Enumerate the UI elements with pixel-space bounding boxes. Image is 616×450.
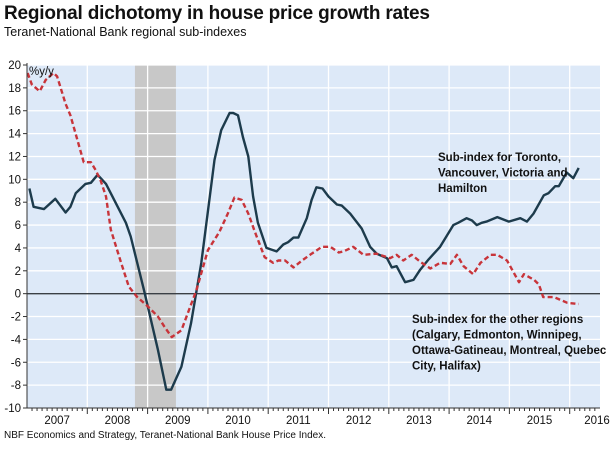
x-tick-label: 2009 bbox=[165, 415, 191, 427]
series-annotation: City, Halifax) bbox=[412, 361, 481, 373]
y-tick-label: -10 bbox=[4, 403, 21, 415]
y-tick-label: 2 bbox=[15, 266, 21, 278]
series-annotation: (Calgary, Edmonton, Winnipeg, bbox=[412, 330, 582, 342]
series-annotation: Sub-index for Toronto, bbox=[438, 152, 561, 164]
y-tick-label: 18 bbox=[8, 83, 21, 95]
series-annotation: Hamilton bbox=[438, 183, 487, 195]
x-tick-label: 2015 bbox=[527, 415, 553, 427]
x-tick-label: 2010 bbox=[225, 415, 251, 427]
y-tick-label: -2 bbox=[11, 312, 21, 324]
y-tick-label: 14 bbox=[8, 129, 21, 141]
x-tick-label: 2012 bbox=[346, 415, 372, 427]
x-tick-label: 2011 bbox=[286, 415, 311, 427]
plot-background bbox=[27, 65, 600, 408]
y-tick-label: -4 bbox=[11, 334, 22, 346]
x-tick-label: 2007 bbox=[44, 415, 70, 427]
chart-subtitle: Teranet-National Bank regional sub-index… bbox=[4, 25, 247, 39]
x-tick-label: 2014 bbox=[466, 415, 492, 427]
x-tick-label: 2008 bbox=[105, 415, 131, 427]
series-line-toronto-vancouver bbox=[28, 111, 580, 391]
series-annotation: Vancouver, Victoria and bbox=[438, 168, 568, 180]
y-tick-label: -8 bbox=[11, 380, 21, 392]
y-tick-label: 0 bbox=[15, 289, 21, 301]
series-annotation: Sub-index for the other regions bbox=[412, 314, 583, 326]
y-tick-label: 4 bbox=[15, 243, 22, 255]
y-axis-unit-label: %y/y bbox=[29, 66, 54, 78]
y-tick-label: 20 bbox=[8, 60, 21, 72]
source-note: NBF Economics and Strategy, Teranet-Nati… bbox=[4, 430, 327, 441]
y-tick-label: 6 bbox=[15, 220, 21, 232]
y-tick-label: 10 bbox=[8, 174, 21, 186]
y-tick-label: 16 bbox=[8, 106, 21, 118]
x-tick-label: 2016 bbox=[584, 415, 610, 427]
recession-shading bbox=[134, 65, 176, 408]
chart-title: Regional dichotomy in house price growth… bbox=[4, 3, 430, 24]
series-annotation: Ottawa-Gatineau, Montreal, Quebec bbox=[412, 345, 607, 357]
y-tick-label: 12 bbox=[8, 151, 21, 163]
series-line-other-regions bbox=[26, 71, 579, 339]
y-tick-label: -6 bbox=[11, 357, 21, 369]
y-tick-label: 8 bbox=[15, 197, 21, 209]
x-tick-label: 2013 bbox=[406, 415, 432, 427]
